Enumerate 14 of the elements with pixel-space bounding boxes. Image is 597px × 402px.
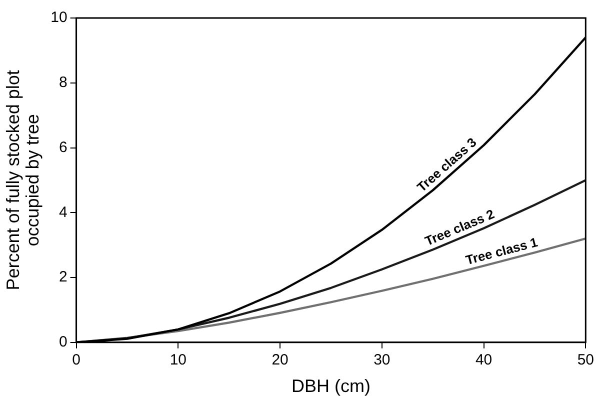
x-tick-label: 50 [577,352,594,369]
x-tick-label: 20 [272,352,288,369]
y-tick-label: 6 [58,138,68,156]
y-tick-label: 8 [58,74,68,92]
y-tick-label: 2 [58,268,68,286]
y-tick-label: 10 [50,9,68,26]
x-tick-label: 0 [72,352,80,369]
y-tick-label: 4 [58,204,68,221]
y-tick-label: 0 [58,334,68,351]
y-axis-title: Percent of fully stocked plot occupied by tree [2,70,43,290]
x-axis-title: DBH (cm) [291,376,370,396]
x-tick-label: 10 [170,352,187,369]
x-tick-label: 40 [475,352,492,369]
x-tick-label: 30 [374,352,390,369]
